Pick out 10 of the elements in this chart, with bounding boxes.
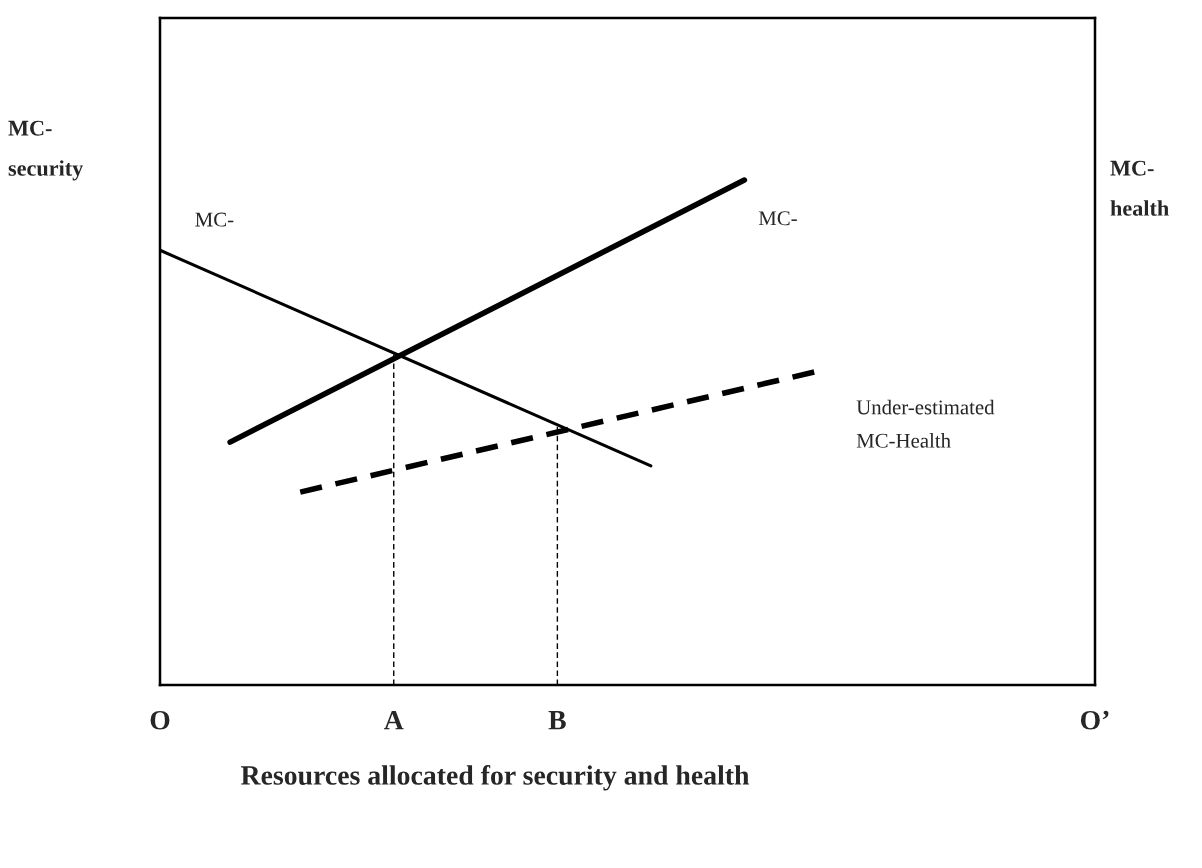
x-tick-label: O: [150, 710, 170, 730]
x-tick-label: O’: [1080, 710, 1109, 730]
series-label: MC-: [195, 212, 234, 227]
series-label: MC-: [758, 211, 797, 226]
text: Under-estimated MC-Health: [856, 399, 995, 448]
x-tick-label: B: [548, 711, 566, 730]
x-axis-title: Resources allocated for security and health: [240, 765, 750, 791]
x-tick-label: A: [383, 710, 404, 730]
y2-axis-title: MC- health: [1110, 160, 1169, 216]
y-axis-title: MC- security: [8, 120, 84, 181]
